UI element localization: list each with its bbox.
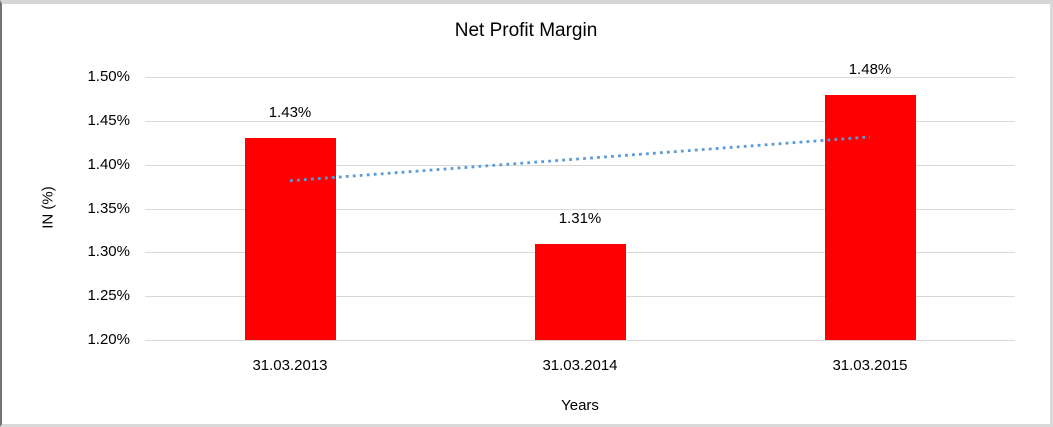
y-tick-label: 1.20% (87, 331, 130, 348)
data-label: 1.48% (848, 60, 892, 78)
y-tick-label: 1.40% (87, 155, 130, 173)
gridline (145, 252, 1015, 254)
bar-31.03.2015 (824, 94, 916, 340)
gridline (145, 164, 1015, 166)
x-category-label: 31.03.2013 (252, 357, 328, 374)
gridline (145, 296, 1015, 298)
bar-31.03.2013 (244, 138, 336, 340)
x-category-label: 31.03.2014 (542, 357, 618, 374)
trendline-segment (289, 135, 871, 183)
bar-31.03.2014 (534, 243, 626, 340)
y-tick-label: 1.25% (87, 287, 130, 305)
y-tick-label: 1.45% (87, 111, 130, 129)
y-tick-label: 1.30% (87, 243, 130, 261)
gridline (145, 340, 1015, 341)
data-label: 1.31% (558, 209, 602, 227)
chart-title: Net Profit Margin (454, 20, 598, 41)
x-axis-title: Years (561, 397, 599, 414)
x-category-label: 31.03.2015 (832, 357, 908, 374)
y-tick-label: 1.35% (87, 199, 130, 217)
data-label: 1.43% (268, 104, 312, 122)
y-tick-label: 1.50% (87, 68, 130, 85)
